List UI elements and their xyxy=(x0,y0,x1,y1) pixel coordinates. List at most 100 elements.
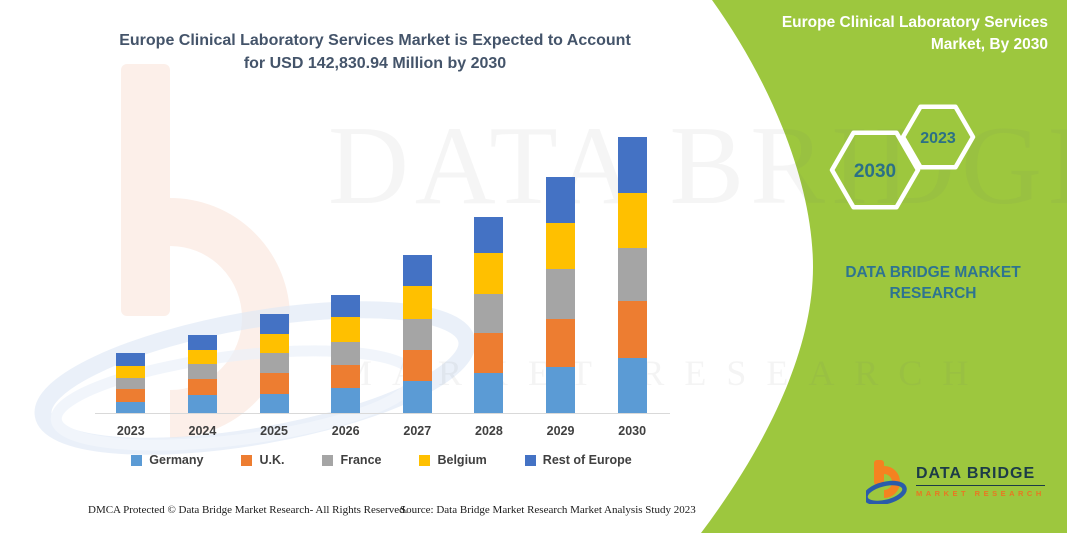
x-axis-label-2030: 2030 xyxy=(618,424,647,438)
bar-slot-2029 xyxy=(528,177,594,413)
bar-segment-2030-belgium xyxy=(617,193,647,248)
bar-segment-2029-belgium xyxy=(546,223,576,269)
page-title-line2: for USD 142,830.94 Million by 2030 xyxy=(243,55,507,72)
bar-slot-2024 xyxy=(169,335,235,413)
bar-segment-2023-france xyxy=(116,378,146,389)
bar-slot-2026 xyxy=(313,295,379,413)
bar-segment-2030-france xyxy=(617,248,647,301)
bar-segment-2024-rest-of-europe xyxy=(187,335,217,350)
bar-segment-2025-germany xyxy=(259,394,289,413)
x-axis-label-2023: 2023 xyxy=(116,424,145,438)
legend-item-germany: Germany xyxy=(131,453,203,467)
bar-segment-2027-u-k- xyxy=(402,350,432,381)
bar-segment-2024-germany xyxy=(187,395,217,413)
legend-item-u-k-: U.K. xyxy=(241,453,284,467)
x-axis-label-2026: 2026 xyxy=(331,424,360,438)
bar-segment-2030-germany xyxy=(617,358,647,413)
hexagon-2023 xyxy=(900,104,976,170)
dmca-notice: DMCA Protected © Data Bridge Market Rese… xyxy=(88,504,408,516)
hexagon-2030-label: 2030 xyxy=(854,161,896,182)
watermark-text-marketresearch: MARKET RESEARCH xyxy=(340,353,989,393)
legend-swatch-icon xyxy=(524,454,536,466)
legend-label: U.K. xyxy=(259,453,285,467)
bar-segment-2029-rest-of-europe xyxy=(546,177,576,223)
bar-slot-2027 xyxy=(384,255,450,413)
bar-segment-2023-rest-of-europe xyxy=(116,353,146,366)
bar-segment-2026-u-k- xyxy=(331,365,361,388)
bar-segment-2026-rest-of-europe xyxy=(331,295,361,317)
x-axis-label-2025: 2025 xyxy=(260,424,288,438)
bar-slot-2025 xyxy=(241,314,307,413)
logo-words: DATA BRIDGE MARKET RESEARCH xyxy=(916,465,1045,498)
side-panel-brand: DATA BRIDGE MARKET RESEARCH xyxy=(808,262,1058,304)
bar-segment-2024-u-k- xyxy=(187,379,217,395)
bar-segment-2026-belgium xyxy=(331,317,361,342)
bar-slot-2030 xyxy=(599,137,665,413)
legend-label: France xyxy=(340,453,382,467)
side-panel-brand-line1: DATA BRIDGE MARKET xyxy=(845,264,1021,281)
bar-segment-2023-belgium xyxy=(116,366,146,378)
bar-segment-2023-germany xyxy=(116,402,146,413)
stacked-bar-2024 xyxy=(187,335,217,413)
bar-segment-2027-germany xyxy=(402,381,432,413)
x-axis-label-2027: 2027 xyxy=(403,424,432,438)
x-axis-label-2024: 2024 xyxy=(188,424,217,438)
stacked-bar-2029 xyxy=(546,177,576,413)
legend-item-rest-of-europe: Rest of Europe xyxy=(524,453,632,467)
bar-segment-2023-u-k- xyxy=(116,389,146,402)
side-panel-title-line2: Market, By 2030 xyxy=(930,36,1048,53)
stacked-bar-2030 xyxy=(617,137,647,413)
logo-name: DATA BRIDGE xyxy=(916,465,1045,486)
bar-segment-2025-u-k- xyxy=(259,373,289,394)
side-panel-brand-line2: RESEARCH xyxy=(889,285,977,302)
legend-swatch-icon xyxy=(241,454,253,466)
bar-segment-2029-germany xyxy=(546,367,576,413)
bar-segment-2024-france xyxy=(187,364,217,379)
stacked-bar-2028 xyxy=(474,217,504,413)
bar-segment-2024-belgium xyxy=(187,350,217,364)
legend-swatch-icon xyxy=(322,454,334,466)
hexagon-2023-label: 2023 xyxy=(920,130,956,147)
bar-segment-2028-germany xyxy=(474,373,504,413)
source-note: Source: Data Bridge Market Research Mark… xyxy=(400,504,696,516)
legend-label: Rest of Europe xyxy=(542,453,632,467)
legend-label: Belgium xyxy=(437,453,487,467)
stacked-bar-2026 xyxy=(331,295,361,413)
stacked-bar-2025 xyxy=(259,314,289,413)
stacked-bar-chart xyxy=(95,136,668,413)
stacked-bar-2023 xyxy=(116,353,146,413)
bar-segment-2030-rest-of-europe xyxy=(617,137,647,193)
bar-segment-2030-u-k- xyxy=(617,301,647,358)
bar-segment-2027-belgium xyxy=(402,286,432,319)
legend-swatch-icon xyxy=(131,454,143,466)
legend-label: Germany xyxy=(149,453,204,467)
bar-segment-2026-germany xyxy=(331,388,361,413)
side-panel-title: Europe Clinical Laboratory Services Mark… xyxy=(748,12,1048,56)
bar-segment-2029-u-k- xyxy=(546,319,576,367)
bar-slot-2023 xyxy=(98,353,164,413)
bar-segment-2027-rest-of-europe xyxy=(402,255,432,286)
legend-item-france: France xyxy=(322,453,381,467)
stacked-bar-2027 xyxy=(402,255,432,413)
databridge-logo-icon xyxy=(866,460,907,504)
page-title-line1: Europe Clinical Laboratory Services Mark… xyxy=(119,32,631,49)
x-axis-line xyxy=(95,413,670,414)
bar-segment-2025-rest-of-europe xyxy=(259,314,289,334)
hexagon-2030 xyxy=(829,130,921,210)
logo-tagline: MARKET RESEARCH xyxy=(916,488,1045,498)
x-axis-label-2029: 2029 xyxy=(546,424,575,438)
side-panel-title-line1: Europe Clinical Laboratory Services xyxy=(781,14,1048,31)
bar-segment-2029-france xyxy=(546,269,576,319)
bar-segment-2028-u-k- xyxy=(474,333,504,373)
bar-slot-2028 xyxy=(456,217,522,413)
x-axis-label-2028: 2028 xyxy=(475,424,503,438)
bar-segment-2028-france xyxy=(474,294,504,333)
bar-segment-2025-belgium xyxy=(259,334,289,353)
page-title: Europe Clinical Laboratory Services Mark… xyxy=(85,29,665,75)
chart-legend: Germany U.K. France Belgium Rest of Europe xyxy=(95,453,668,467)
legend-swatch-icon xyxy=(419,454,431,466)
bar-segment-2025-france xyxy=(259,353,289,373)
